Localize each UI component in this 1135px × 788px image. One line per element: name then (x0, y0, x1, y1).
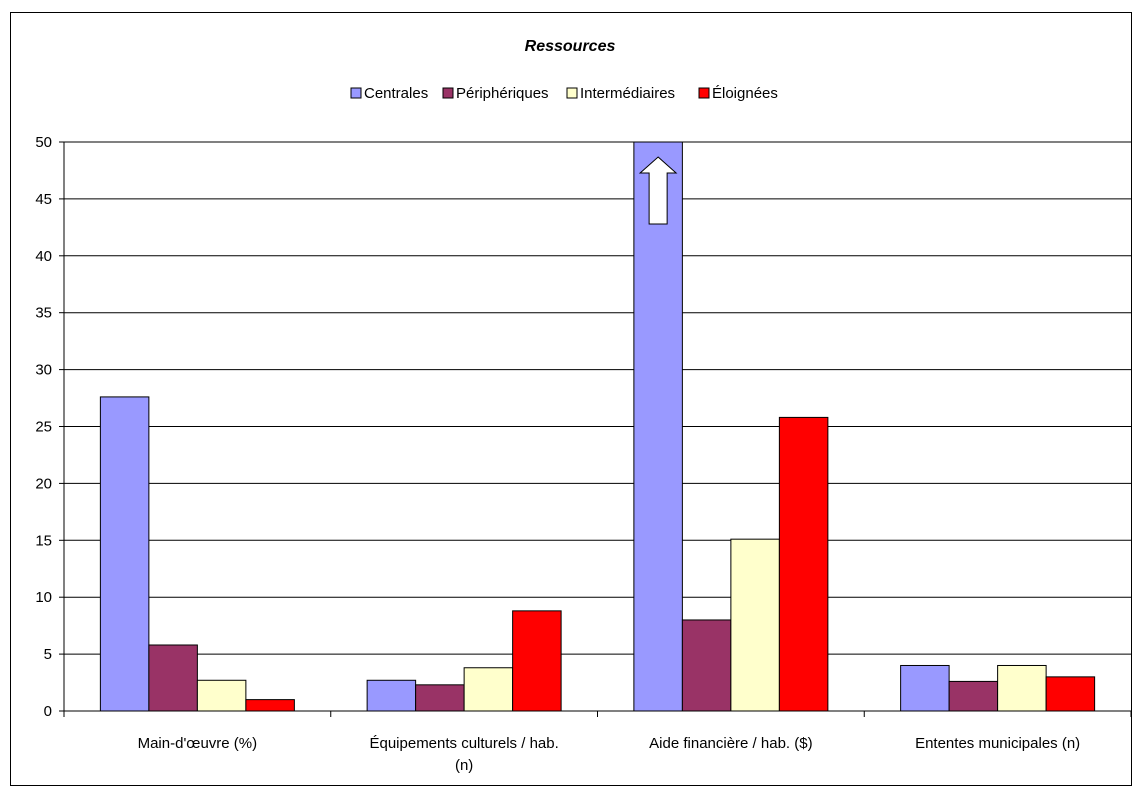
y-tick-label: 15 (35, 532, 52, 549)
legend-swatch (566, 87, 578, 99)
bar-périphériques (415, 684, 465, 712)
legend-label: Éloignées (712, 85, 778, 102)
y-tick-label: 5 (44, 646, 52, 663)
legend-label: Intermédiaires (580, 85, 675, 102)
gridlines (64, 141, 1131, 655)
bar-intermédiaires (463, 667, 514, 712)
x-category-label: Équipements culturels / hab. (369, 735, 558, 752)
legend-swatch (350, 87, 362, 99)
bar-centrales (900, 664, 950, 712)
legend-label: Périphériques (456, 85, 549, 102)
y-tick-label: 0 (44, 703, 52, 720)
chart-title: Ressources (525, 38, 616, 55)
bar-centrales (366, 679, 417, 712)
y-tick-label: 40 (35, 248, 52, 265)
legend-swatch (442, 87, 454, 99)
x-category-label: Main-d'œuvre (%) (138, 735, 258, 752)
x-category-label: (n) (455, 757, 473, 774)
annotations (638, 156, 678, 225)
legend-swatch (698, 87, 710, 99)
y-tick-label: 10 (35, 589, 52, 606)
bar-périphériques (148, 644, 198, 712)
y-tick-label: 20 (35, 475, 52, 492)
legend-label: Centrales (364, 85, 428, 102)
bar-intermédiaires (997, 664, 1047, 712)
y-axis: 0 5 10 15 20 25 30 35 40 45 50 (35, 134, 65, 720)
bars (99, 141, 1096, 712)
y-tick-label: 30 (35, 362, 52, 379)
bar-éloignées (245, 699, 295, 712)
y-tick-label: 25 (35, 419, 52, 436)
bar-éloignées (1045, 676, 1096, 712)
bar-centrales (99, 396, 150, 712)
bar-intermédiaires (196, 679, 247, 712)
bar-périphériques (681, 619, 732, 712)
x-category-label: Ententes municipales (n) (915, 735, 1080, 752)
bar-éloignées (512, 610, 562, 712)
chart-area: Ressources Centrales Périphériques Intermé… (10, 12, 1132, 786)
bar-chart: Ressources Centrales Périphériques Intermé… (35, 38, 1131, 774)
legend: Centrales Périphériques Intermédiaires Éloi… (350, 85, 778, 102)
x-axis: Main-d'œuvre (%) Équipements culturels / … (63, 710, 1131, 774)
x-category-label: Aide financière / hab. ($) (649, 735, 812, 752)
y-tick-label: 35 (35, 305, 52, 322)
bar-éloignées (778, 416, 829, 712)
arrow-up-icon (638, 156, 678, 225)
bar-périphériques (948, 680, 999, 712)
y-tick-label: 50 (35, 134, 52, 151)
y-tick-label: 45 (35, 191, 52, 208)
bar-intermédiaires (730, 538, 780, 712)
bar-centrales (633, 141, 683, 712)
